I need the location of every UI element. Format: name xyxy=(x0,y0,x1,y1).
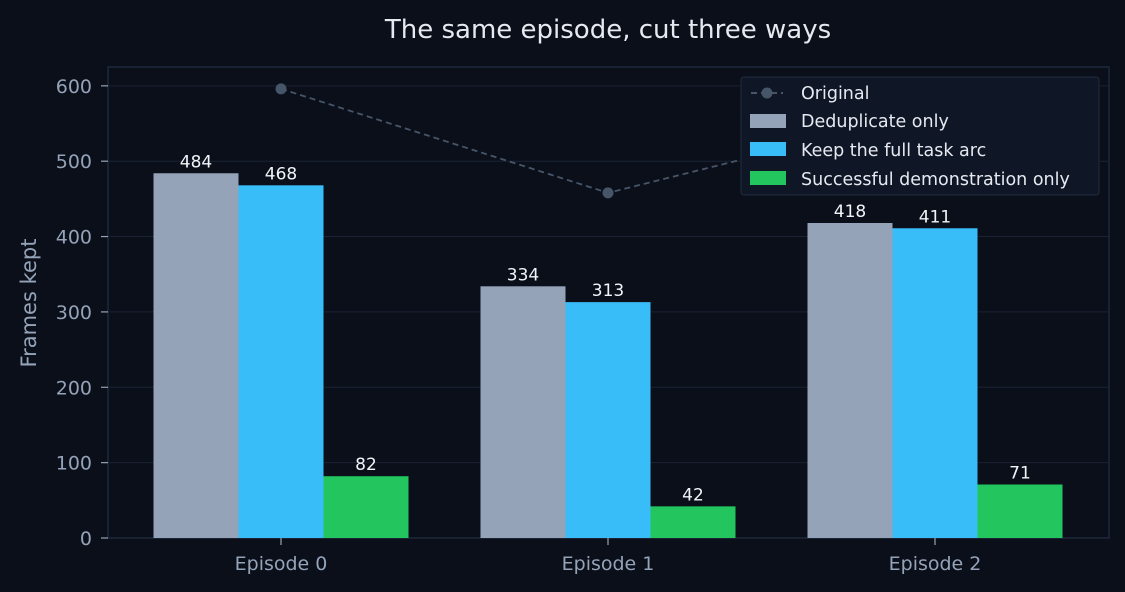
y-tick-label-3: 300 xyxy=(56,302,92,324)
bar-label-s0-c0: 484 xyxy=(180,152,212,172)
y-tick-label-0: 0 xyxy=(80,528,92,550)
bar-label-s1-c0: 468 xyxy=(265,164,297,184)
x-tick-label-2: Episode 2 xyxy=(889,553,982,575)
legend-label-original: Original xyxy=(801,84,869,104)
bar-s2-c1 xyxy=(650,506,736,538)
original-point-0 xyxy=(275,83,287,95)
bar-label-s2-c0: 82 xyxy=(355,455,377,475)
legend: Original Deduplicate only Keep the full … xyxy=(740,76,1100,196)
original-point-1 xyxy=(602,187,614,199)
legend-swatch-successful-demo xyxy=(750,171,786,185)
bar-label-s2-c1: 42 xyxy=(682,485,704,505)
bar-s0-c2 xyxy=(807,222,893,539)
data-labels: 484 334 418 468 313 411 82 42 71 xyxy=(180,152,1031,505)
bar-s1-c0 xyxy=(238,185,324,539)
y-tick-label-1: 100 xyxy=(56,453,92,475)
bar-label-s1-c2: 411 xyxy=(919,207,951,227)
bars xyxy=(153,173,1063,539)
bar-label-s2-c2: 71 xyxy=(1009,463,1031,483)
bar-s0-c1 xyxy=(480,286,566,538)
legend-original-marker xyxy=(761,87,773,99)
x-tick-label-1: Episode 1 xyxy=(562,553,655,575)
legend-label-successful-demo: Successful demonstration only xyxy=(801,170,1070,190)
y-tick-label-5: 500 xyxy=(56,151,92,173)
y-tick-label-6: 600 xyxy=(56,76,92,98)
legend-label-full-task-arc: Keep the full task arc xyxy=(801,141,986,161)
legend-label-deduplicate: Deduplicate only xyxy=(801,112,949,132)
bar-s1-c1 xyxy=(565,302,651,538)
y-axis-ticks: 0 100 200 300 400 500 600 xyxy=(56,76,108,550)
bar-label-s0-c2: 418 xyxy=(834,202,866,222)
chart-title: The same episode, cut three ways xyxy=(384,15,831,45)
x-axis-ticks: Episode 0 Episode 1 Episode 2 xyxy=(235,538,982,575)
bar-label-s0-c1: 334 xyxy=(507,265,539,285)
y-tick-label-2: 200 xyxy=(56,377,92,399)
bar-s2-c0 xyxy=(323,476,409,538)
bar-s0-c0 xyxy=(153,173,239,538)
bar-label-s1-c1: 313 xyxy=(592,281,624,301)
legend-swatch-deduplicate xyxy=(750,114,786,128)
y-tick-label-4: 400 xyxy=(56,227,92,249)
legend-swatch-full-task-arc xyxy=(750,142,786,156)
bar-s2-c2 xyxy=(977,484,1063,538)
y-axis-label: Frames kept xyxy=(17,239,41,368)
x-tick-label-0: Episode 0 xyxy=(235,553,328,575)
bar-s1-c2 xyxy=(892,228,978,539)
legend-box xyxy=(740,76,1100,196)
